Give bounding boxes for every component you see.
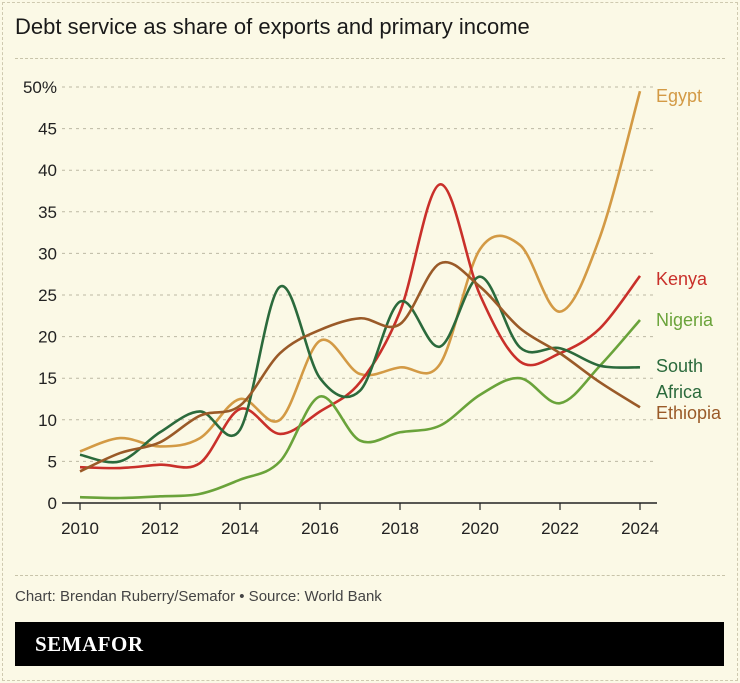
y-tick-label: 0 [48, 494, 57, 513]
series-label: Egypt [656, 86, 702, 106]
x-tick-label: 2020 [461, 519, 499, 538]
x-tick-label: 2018 [381, 519, 419, 538]
series-label: Africa [656, 382, 703, 402]
y-tick-label: 50% [23, 78, 57, 97]
x-tick-label: 2022 [541, 519, 579, 538]
y-tick-label: 45 [38, 120, 57, 139]
series-label: Nigeria [656, 310, 714, 330]
divider [15, 58, 725, 59]
series-label: South [656, 356, 703, 376]
y-tick-label: 10 [38, 411, 57, 430]
x-tick-label: 2010 [61, 519, 99, 538]
divider [15, 575, 725, 576]
x-tick-label: 2012 [141, 519, 179, 538]
brand-logo: SEMAFOR [35, 632, 144, 656]
chart-title: Debt service as share of exports and pri… [15, 14, 530, 39]
y-tick-label: 15 [38, 369, 57, 388]
series-label: Kenya [656, 269, 708, 289]
x-tick-label: 2016 [301, 519, 339, 538]
x-tick-label: 2014 [221, 519, 259, 538]
y-tick-label: 40 [38, 161, 57, 180]
chart-credit: Chart: Brendan Ruberry/Semafor • Source:… [15, 588, 382, 605]
series-line-kenya [79, 183, 642, 470]
y-tick-label: 25 [38, 286, 57, 305]
brand-bar: SEMAFOR [15, 622, 724, 666]
y-tick-label: 20 [38, 328, 57, 347]
y-tick-label: 35 [38, 203, 57, 222]
x-tick-label: 2024 [621, 519, 659, 538]
series-line-egypt [79, 90, 642, 453]
y-tick-label: 5 [48, 452, 57, 471]
series-line-nigeria [79, 319, 641, 500]
y-tick-label: 30 [38, 244, 57, 263]
series-label: Ethiopia [656, 403, 722, 423]
series-line-ethiopia [79, 260, 641, 473]
line-chart: 0 5 10 15 20 25 30 35 40 45 50% 2010 2012 2014 2016 201… [23, 78, 722, 538]
series-line-south-africa [79, 275, 641, 464]
